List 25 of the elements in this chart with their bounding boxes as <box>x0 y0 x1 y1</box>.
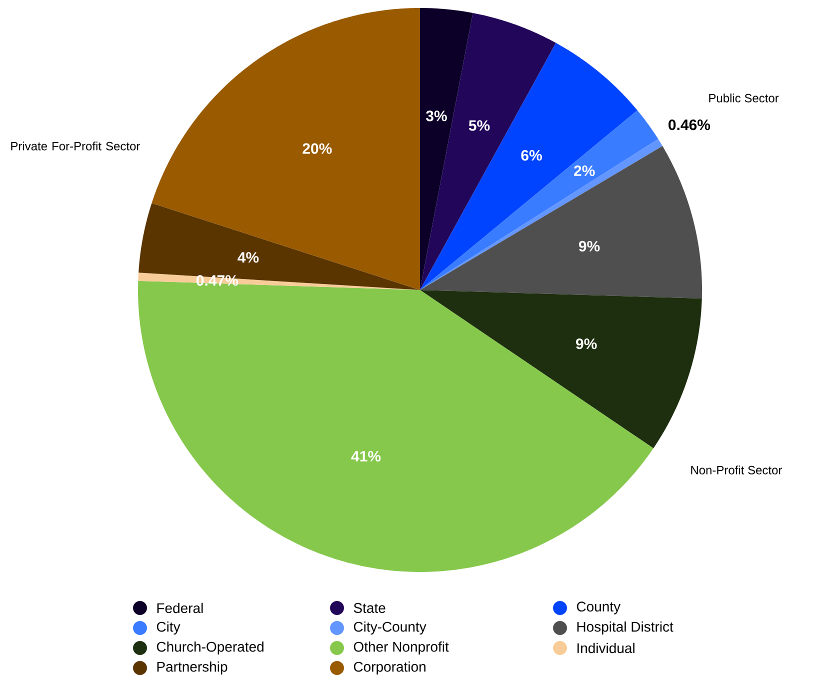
text: Public Sector <box>709 94 779 102</box>
legend-label: Hospital District <box>577 621 674 635</box>
data-label: 0.46% <box>668 120 710 130</box>
data-label: 4% <box>238 252 259 263</box>
data-label: 2% <box>574 165 595 176</box>
legend-label: Partnership <box>157 661 228 675</box>
data-label: 3% <box>426 110 447 122</box>
data-label: 0.47% <box>196 275 238 286</box>
text: Non-Profit Sector <box>691 466 782 474</box>
data-label: 5% <box>468 120 490 131</box>
data-label: 6% <box>521 150 542 161</box>
legend-label: State <box>354 603 386 613</box>
data-label: 9% <box>576 338 597 350</box>
text: Private For-Profit Sector <box>11 142 140 150</box>
legend-label: City-County <box>354 621 426 635</box>
legend-label: County <box>576 602 621 614</box>
data-label: 41% <box>351 451 381 462</box>
data-label: 20% <box>302 143 332 154</box>
legend-label: Corporation <box>354 661 426 675</box>
legend-label: City <box>156 621 180 635</box>
legend-label: Other Nonprofit <box>354 641 449 655</box>
legend-label: Federal <box>157 602 203 614</box>
data-label: 9% <box>578 240 600 252</box>
legend-label: Individual <box>577 642 634 654</box>
legend-label: Church-Operated <box>156 641 264 655</box>
